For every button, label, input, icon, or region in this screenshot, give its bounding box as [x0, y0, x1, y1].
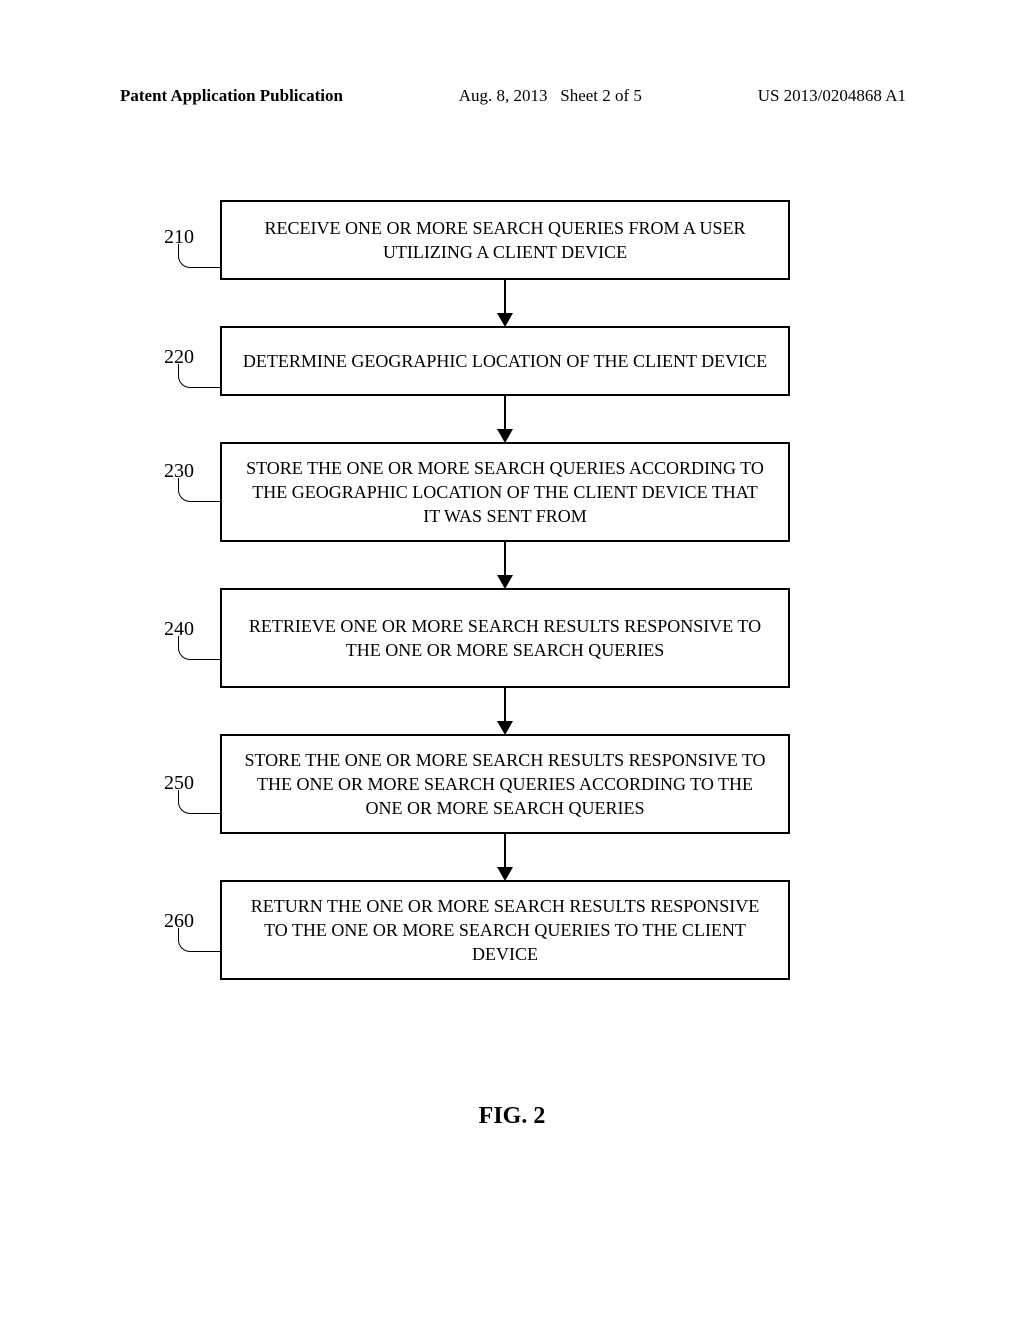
step-box: STORE THE ONE OR MORE SEARCH QUERIES ACC…	[220, 442, 790, 542]
header-left: Patent Application Publication	[120, 86, 343, 106]
header-right: US 2013/0204868 A1	[758, 86, 906, 106]
flowchart-step: 230STORE THE ONE OR MORE SEARCH QUERIES …	[0, 442, 1024, 542]
flowchart-step: 240RETRIEVE ONE OR MORE SEARCH RESULTS R…	[0, 588, 1024, 688]
flowchart-arrow	[0, 688, 1024, 734]
flowchart-arrow	[0, 396, 1024, 442]
step-connector	[178, 478, 222, 502]
arrow-line	[504, 280, 506, 314]
step-connector	[178, 928, 222, 952]
flowchart-arrow	[0, 834, 1024, 880]
flowchart-arrow	[0, 280, 1024, 326]
header-sheet: Sheet 2 of 5	[560, 86, 642, 105]
step-box: RECEIVE ONE OR MORE SEARCH QUERIES FROM …	[220, 200, 790, 280]
arrow-line	[504, 542, 506, 576]
figure-caption: FIG. 2	[0, 1103, 1024, 1130]
header-center: Aug. 8, 2013 Sheet 2 of 5	[459, 86, 642, 106]
step-connector	[178, 636, 222, 660]
step-box: RETRIEVE ONE OR MORE SEARCH RESULTS RESP…	[220, 588, 790, 688]
flowchart-step: 260RETURN THE ONE OR MORE SEARCH RESULTS…	[0, 880, 1024, 980]
flowchart-diagram: 210RECEIVE ONE OR MORE SEARCH QUERIES FR…	[0, 200, 1024, 980]
arrow-head-icon	[497, 313, 513, 327]
flowchart-step: 220DETERMINE GEOGRAPHIC LOCATION OF THE …	[0, 326, 1024, 396]
step-box: RETURN THE ONE OR MORE SEARCH RESULTS RE…	[220, 880, 790, 980]
flowchart-step: 250STORE THE ONE OR MORE SEARCH RESULTS …	[0, 734, 1024, 834]
step-connector	[178, 244, 222, 268]
header-date: Aug. 8, 2013	[459, 86, 548, 105]
step-box: STORE THE ONE OR MORE SEARCH RESULTS RES…	[220, 734, 790, 834]
step-connector	[178, 790, 222, 814]
arrow-head-icon	[497, 429, 513, 443]
arrow-head-icon	[497, 721, 513, 735]
arrow-line	[504, 688, 506, 722]
flowchart-arrow	[0, 542, 1024, 588]
arrow-head-icon	[497, 867, 513, 881]
page-header: Patent Application Publication Aug. 8, 2…	[0, 86, 1024, 106]
arrow-line	[504, 396, 506, 430]
step-box: DETERMINE GEOGRAPHIC LOCATION OF THE CLI…	[220, 326, 790, 396]
arrow-head-icon	[497, 575, 513, 589]
flowchart-step: 210RECEIVE ONE OR MORE SEARCH QUERIES FR…	[0, 200, 1024, 280]
step-connector	[178, 364, 222, 388]
arrow-line	[504, 834, 506, 868]
